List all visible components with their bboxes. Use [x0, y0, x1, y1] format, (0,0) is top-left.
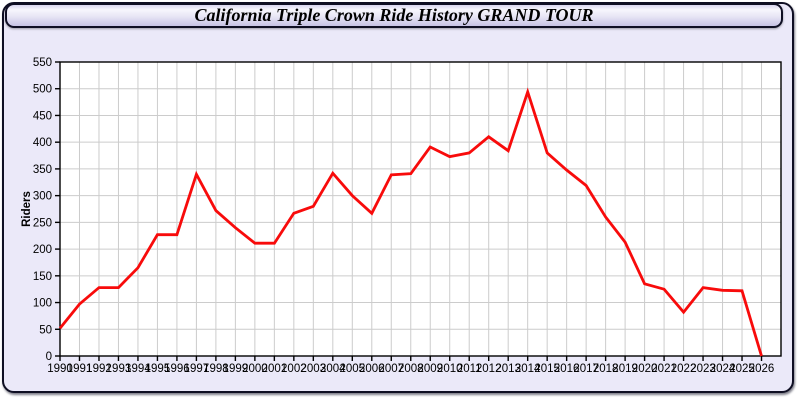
svg-text:2013: 2013 [495, 363, 521, 375]
svg-text:2009: 2009 [417, 363, 443, 375]
svg-text:1992: 1992 [86, 363, 112, 375]
svg-text:0: 0 [46, 351, 52, 363]
svg-text:Riders: Riders [21, 191, 33, 227]
svg-text:1996: 1996 [164, 363, 190, 375]
svg-text:2012: 2012 [476, 363, 502, 375]
svg-text:1994: 1994 [125, 363, 151, 375]
svg-text:100: 100 [33, 298, 52, 310]
svg-text:450: 450 [33, 110, 52, 122]
svg-text:2002: 2002 [281, 363, 307, 375]
svg-text:2015: 2015 [534, 363, 560, 375]
svg-text:1998: 1998 [203, 363, 229, 375]
svg-text:2007: 2007 [378, 363, 404, 375]
svg-text:1990: 1990 [47, 363, 73, 375]
svg-text:550: 550 [33, 57, 52, 69]
svg-text:1991: 1991 [67, 363, 93, 375]
svg-text:2016: 2016 [554, 363, 580, 375]
svg-text:2017: 2017 [573, 363, 599, 375]
svg-text:1999: 1999 [223, 363, 249, 375]
svg-text:2006: 2006 [359, 363, 385, 375]
svg-text:150: 150 [33, 271, 52, 283]
svg-text:2003: 2003 [301, 363, 327, 375]
svg-text:2022: 2022 [671, 363, 697, 375]
svg-text:2018: 2018 [593, 363, 619, 375]
page-title: California Triple Crown Ride History GRA… [194, 5, 594, 25]
svg-text:400: 400 [33, 137, 52, 149]
svg-text:2000: 2000 [242, 363, 268, 375]
svg-text:2024: 2024 [710, 363, 736, 375]
svg-text:2001: 2001 [262, 363, 288, 375]
svg-text:2005: 2005 [340, 363, 366, 375]
svg-text:350: 350 [33, 164, 52, 176]
svg-text:250: 250 [33, 217, 52, 229]
svg-text:2010: 2010 [437, 363, 463, 375]
svg-text:1995: 1995 [145, 363, 171, 375]
svg-text:2021: 2021 [651, 363, 677, 375]
page-card: 0 50 100 150 200 250 300 350 400 450 500 550 1990 199… [2, 2, 794, 393]
svg-text:2020: 2020 [632, 363, 658, 375]
svg-text:1997: 1997 [184, 363, 210, 375]
svg-text:2011: 2011 [457, 363, 482, 375]
svg-text:2004: 2004 [320, 363, 346, 375]
svg-text:300: 300 [33, 191, 52, 203]
svg-text:200: 200 [33, 244, 52, 256]
title-bar: California Triple Crown Ride History GRA… [5, 3, 783, 28]
svg-text:500: 500 [33, 84, 52, 96]
svg-text:2026: 2026 [749, 363, 775, 375]
svg-text:2023: 2023 [690, 363, 716, 375]
svg-text:50: 50 [39, 324, 52, 336]
ride-history-chart: 0501001502002503003504004505005501990199… [21, 57, 782, 375]
svg-text:2014: 2014 [515, 363, 541, 375]
svg-text:1993: 1993 [106, 363, 132, 375]
svg-text:2019: 2019 [612, 363, 638, 375]
svg-text:2025: 2025 [729, 363, 755, 375]
svg-text:2008: 2008 [398, 363, 424, 375]
